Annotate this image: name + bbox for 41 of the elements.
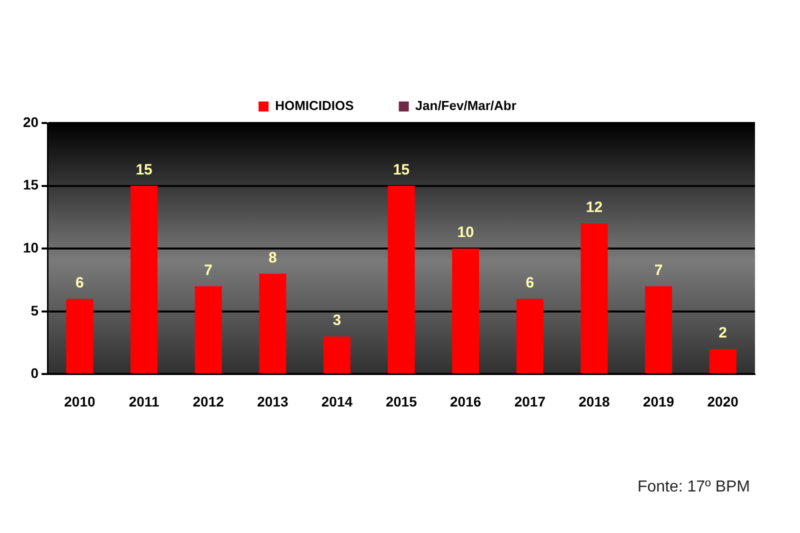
y-tick-label: 15: [22, 176, 39, 193]
y-tick-label: 5: [30, 302, 39, 318]
bar: [645, 286, 672, 374]
data-label: 6: [526, 274, 534, 292]
legend-label: Jan/Fev/Mar/Abr: [415, 98, 516, 114]
x-tick-label: 2016: [450, 393, 482, 410]
data-label: 2: [718, 324, 728, 342]
bar: [194, 286, 222, 374]
data-label: 15: [136, 161, 152, 178]
bar: [66, 298, 94, 374]
bar: [516, 298, 544, 374]
bar: [709, 349, 736, 374]
x-tick-label: 2018: [578, 393, 610, 410]
y-tick-label: 20: [22, 114, 39, 130]
x-tick-label: 2015: [386, 393, 418, 410]
x-tick-label: 2017: [514, 393, 546, 410]
data-label: 8: [268, 249, 277, 266]
data-label: 7: [654, 262, 663, 279]
x-tick-label: 2011: [128, 393, 160, 410]
bar: [323, 336, 350, 374]
x-tick-label: 2020: [707, 393, 739, 410]
data-label: 15: [392, 161, 410, 178]
data-label: 6: [76, 274, 84, 292]
y-tick-label: 0: [30, 365, 39, 382]
legend-label: HOMICIDIOS: [275, 98, 354, 114]
bar: [130, 186, 158, 374]
x-tick-label: 2013: [257, 393, 288, 410]
data-label: 7: [204, 262, 213, 279]
data-label: 3: [332, 312, 342, 330]
bar: [259, 274, 286, 374]
bar: [388, 186, 415, 374]
data-label: 12: [586, 199, 603, 216]
x-tick-label: 2014: [321, 393, 353, 410]
x-tick-label: 2012: [192, 393, 224, 410]
x-tick-label: 2010: [64, 393, 96, 410]
x-tick-label: 2019: [642, 393, 674, 410]
bar: [580, 223, 608, 374]
bar: [452, 248, 480, 374]
y-tick-label: 10: [22, 239, 39, 256]
data-label: 10: [457, 224, 474, 242]
source-note: Fonte: 17º BPM: [637, 478, 750, 496]
